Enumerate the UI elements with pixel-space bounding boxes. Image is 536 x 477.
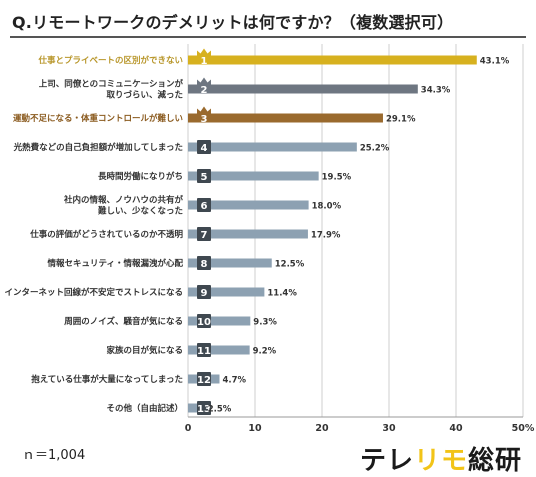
rank-number: 8 bbox=[201, 259, 208, 270]
category-label: 情報セキュリティ・情報漏洩が心配 bbox=[47, 258, 184, 269]
x-tick-label: 30 bbox=[382, 423, 396, 434]
category-label: 仕事とプライベートの区別ができない bbox=[37, 55, 183, 66]
category-label: 周囲のノイズ、騒音が気になる bbox=[64, 316, 183, 327]
category-label: 光熱費などの自己負担額が増加してしまった bbox=[13, 142, 183, 153]
rank-badge bbox=[197, 198, 211, 212]
category-label-line: 運動不足になる・体重コントロールが難しい bbox=[13, 113, 183, 124]
category-label-line: 社内の情報、ノウハウの共有が bbox=[63, 195, 184, 206]
bar-2 bbox=[188, 84, 418, 94]
rank-number: 11 bbox=[197, 346, 211, 357]
value-label: 9.3% bbox=[253, 318, 277, 328]
category-label-line: 光熱費などの自己負担額が増加してしまった bbox=[13, 142, 183, 153]
rank-number: 5 bbox=[201, 172, 208, 183]
rank-crown-icon bbox=[197, 106, 211, 116]
rank-badge bbox=[197, 227, 211, 241]
rank-badge bbox=[197, 169, 211, 183]
bar-chart: 0 10 20 30 40 50% 1 43.1% 仕事とプライベートの区別ができない 2 34.3… bbox=[4, 44, 535, 434]
rank-crown-icon bbox=[197, 48, 211, 58]
value-label: 25.2% bbox=[360, 144, 390, 154]
rank-number: 4 bbox=[201, 143, 208, 154]
category-label: 運動不足になる・体重コントロールが難しい bbox=[13, 113, 183, 124]
rank-number: 2 bbox=[201, 85, 208, 96]
category-label-line: 仕事の評価がどうされているのか不透明 bbox=[29, 229, 183, 240]
rank-number: 9 bbox=[201, 288, 208, 299]
value-label: 2.5% bbox=[208, 405, 232, 415]
brand-logo: テレリモ総研 bbox=[360, 440, 522, 477]
category-label: 家族の目が気になる bbox=[106, 345, 183, 356]
category-label: 長時間労働になりがち bbox=[98, 171, 183, 182]
rank-number: 13 bbox=[197, 404, 211, 415]
value-label: 29.1% bbox=[386, 115, 416, 125]
rank-badge bbox=[197, 343, 211, 357]
bar-7 bbox=[188, 229, 308, 239]
x-tick-label: 20 bbox=[315, 423, 329, 434]
category-label: 社内の情報、ノウハウの共有が難しい、少なくなった bbox=[63, 195, 184, 217]
rank-number: 1 bbox=[201, 56, 208, 67]
rank-badge bbox=[197, 256, 211, 270]
logo-part-2: リモ bbox=[414, 446, 469, 476]
category-label-line: その他（自由記述） bbox=[106, 403, 183, 414]
rank-badge bbox=[197, 372, 211, 386]
category-label: インターネット回線が不安定でストレスになる bbox=[4, 287, 183, 298]
value-label: 4.7% bbox=[222, 376, 246, 386]
bar-6 bbox=[188, 200, 309, 210]
category-label-line: 周囲のノイズ、騒音が気になる bbox=[64, 316, 183, 327]
value-label: 34.3% bbox=[421, 86, 451, 96]
category-label-line: 上司、同僚とのコミュニケーションが bbox=[39, 79, 184, 90]
logo-part-3: 総研 bbox=[468, 446, 523, 476]
rank-crown-icon bbox=[197, 77, 211, 87]
category-label-line: 長時間労働になりがち bbox=[98, 171, 183, 182]
logo-part-1: テレ bbox=[360, 446, 415, 476]
rank-badge bbox=[197, 314, 211, 328]
category-label-line: 家族の目が気になる bbox=[106, 345, 183, 356]
x-tick-label: 50% bbox=[512, 423, 535, 434]
bar-9 bbox=[188, 287, 265, 297]
value-label: 9.2% bbox=[253, 347, 277, 357]
rank-number: 12 bbox=[197, 375, 211, 386]
category-label-line: インターネット回線が不安定でストレスになる bbox=[4, 287, 183, 298]
bar-4 bbox=[188, 142, 357, 152]
chart-title: Q.リモートワークのデメリットは何ですか？（複数選択可） bbox=[12, 13, 454, 32]
category-label: その他（自由記述） bbox=[106, 403, 183, 414]
category-label: 抱えている仕事が大量になってしまった bbox=[31, 374, 183, 385]
bar-11 bbox=[188, 345, 250, 355]
value-label: 19.5% bbox=[322, 173, 352, 183]
bar-1 bbox=[188, 55, 477, 65]
bar-13 bbox=[188, 403, 205, 413]
rank-badge bbox=[197, 285, 211, 299]
value-label: 11.4% bbox=[267, 289, 297, 299]
category-label-line: 情報セキュリティ・情報漏洩が心配 bbox=[47, 258, 184, 269]
x-tick-label: 40 bbox=[449, 423, 463, 434]
title-underline bbox=[10, 36, 526, 38]
bar-10 bbox=[188, 316, 251, 326]
value-label: 17.9% bbox=[311, 231, 341, 241]
value-label: 12.5% bbox=[275, 260, 305, 270]
value-label: 43.1% bbox=[480, 57, 510, 67]
x-tick-label: 0 bbox=[185, 423, 192, 434]
category-label: 仕事の評価がどうされているのか不透明 bbox=[29, 229, 183, 240]
bar-8 bbox=[188, 258, 272, 268]
rank-badge bbox=[197, 140, 211, 154]
rank-badge bbox=[197, 401, 211, 415]
bar-5 bbox=[188, 171, 319, 181]
value-label: 18.0% bbox=[312, 202, 342, 212]
rank-number: 7 bbox=[201, 230, 208, 241]
category-label-line: 抱えている仕事が大量になってしまった bbox=[31, 374, 183, 385]
rank-number: 6 bbox=[201, 201, 208, 212]
category-label-line: 難しい、少なくなった bbox=[98, 206, 183, 217]
rank-number: 3 bbox=[201, 114, 208, 125]
category-label-line: 取りづらい、減った bbox=[106, 90, 183, 101]
sample-size-note: ｎ＝1,004 bbox=[22, 448, 86, 463]
category-label: 上司、同僚とのコミュニケーションが取りづらい、減った bbox=[39, 79, 184, 101]
bar-3 bbox=[188, 113, 383, 123]
category-label-line: 仕事とプライベートの区別ができない bbox=[37, 55, 183, 66]
rank-number: 10 bbox=[197, 317, 211, 328]
x-tick-label: 10 bbox=[248, 423, 262, 434]
